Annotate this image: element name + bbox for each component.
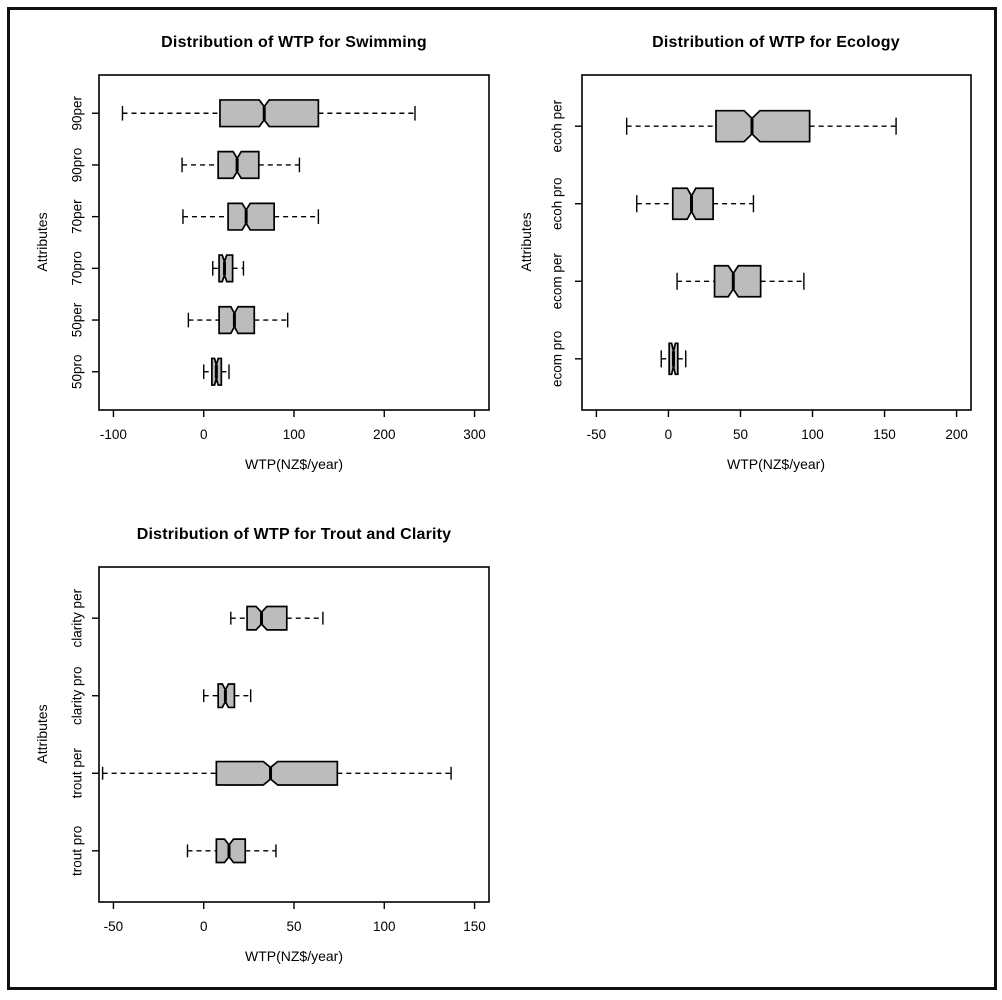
box-trout-per <box>215 760 339 786</box>
plot-border <box>581 74 972 411</box>
x-tick-label: 0 <box>665 427 673 442</box>
chart-panel-1: -50 0 50 100 150 200 ecoh per ecoh pro ecom per e… <box>550 74 972 442</box>
category-label: ecom per <box>550 253 565 310</box>
swimming-chart-title: Distribution of WTP for Swimming <box>161 34 427 51</box>
category-label: trout pro <box>70 826 85 876</box>
x-tick-label: 50 <box>733 427 748 442</box>
box-90per <box>219 99 320 128</box>
category-label: 90per <box>70 95 85 130</box>
x-tick-label: -100 <box>100 427 127 442</box>
x-tick-label: 0 <box>200 427 208 442</box>
category-label: ecom pro <box>550 331 565 387</box>
x-tick-label: 100 <box>283 427 306 442</box>
plot-border <box>98 566 490 903</box>
box-ecoh-per <box>715 109 811 143</box>
trout-clarity-chart-title: Distribution of WTP for Trout and Clarit… <box>136 526 452 543</box>
category-label: ecoh per <box>550 99 565 152</box>
x-tick-label: 150 <box>463 919 486 934</box>
ecology-x-axis-label: WTP(NZ$/year) <box>727 456 825 472</box>
category-label: trout per <box>70 748 85 799</box>
chart-panel-2: -50 0 50 100 150 clarity per clarity pro trout … <box>70 566 490 934</box>
x-tick-label: 100 <box>801 427 824 442</box>
x-tick-label: -50 <box>104 919 124 934</box>
ecology-chart-title: Distribution of WTP for Ecology <box>652 34 900 51</box>
box-ecom-per <box>713 264 762 298</box>
x-tick-label: 300 <box>463 427 486 442</box>
swimming-x-axis-label: WTP(NZ$/year) <box>245 456 343 472</box>
box-trout-pro <box>215 838 247 864</box>
x-tick-label: 100 <box>373 919 396 934</box>
x-tick-label: 0 <box>200 919 208 934</box>
box-70per <box>227 202 275 231</box>
x-tick-label: 50 <box>286 919 301 934</box>
category-label: clarity pro <box>70 666 85 725</box>
category-label: ecoh pro <box>550 177 565 230</box>
swimming-y-axis-label: Attributes <box>34 212 50 272</box>
ecology-y-axis-label: Attributes <box>518 212 534 272</box>
x-tick-label: 150 <box>873 427 896 442</box>
chart-panel-0: -100 0 100 200 300 90per 90pro 70per 70pro 50per 5… <box>70 74 490 442</box>
box-50per <box>218 305 256 335</box>
category-label: 50pro <box>70 354 85 389</box>
trout-clarity-y-axis-label: Attributes <box>34 704 50 764</box>
box-clarity-per <box>246 605 288 631</box>
x-tick-label: 200 <box>373 427 396 442</box>
trout-clarity-x-axis-label: WTP(NZ$/year) <box>245 948 343 964</box>
category-label: 90pro <box>70 148 85 183</box>
x-tick-label: -50 <box>587 427 607 442</box>
category-label: clarity per <box>70 588 85 647</box>
x-tick-label: 200 <box>945 427 968 442</box>
category-label: 70per <box>70 199 85 234</box>
category-label: 70pro <box>70 251 85 286</box>
figure-border <box>7 7 997 990</box>
category-label: 50per <box>70 302 85 337</box>
